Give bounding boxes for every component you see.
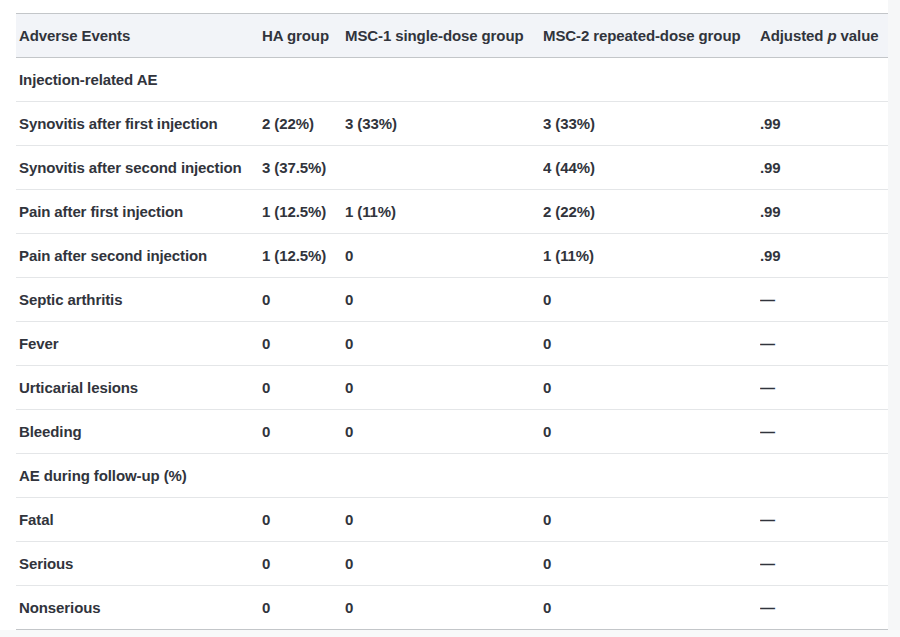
- section-label: Injection-related AE: [16, 58, 888, 102]
- cell-adverse-event: Septic arthritis: [16, 278, 262, 322]
- cell-msc1-group: 0: [345, 278, 543, 322]
- cell-msc2-group: 0: [543, 410, 760, 454]
- cell-msc1-group: 0: [345, 498, 543, 542]
- header-adverse-events: Adverse Events: [16, 14, 262, 58]
- cell-ha-group: 0: [262, 278, 345, 322]
- cell-ha-group: 0: [262, 410, 345, 454]
- right-gutter: [888, 0, 900, 637]
- cell-ha-group: 2 (22%): [262, 102, 345, 146]
- header-adjusted-p-value: Adjusted p value: [760, 14, 888, 58]
- cell-p-value: .99: [760, 146, 888, 190]
- bottom-gutter: [0, 630, 900, 637]
- cell-p-value: —: [760, 586, 888, 630]
- table-row: Serious 0 0 0 —: [16, 542, 888, 586]
- cell-msc2-group: 0: [543, 586, 760, 630]
- adverse-events-table-container: Adverse Events HA group MSC-1 single-dos…: [16, 13, 888, 630]
- cell-ha-group: 1 (12.5%): [262, 234, 345, 278]
- table-row: Urticarial lesions 0 0 0 —: [16, 366, 888, 410]
- cell-msc1-group: 1 (11%): [345, 190, 543, 234]
- cell-ha-group: 0: [262, 366, 345, 410]
- table-row: Synovitis after second injection 3 (37.5…: [16, 146, 888, 190]
- table-row: Nonserious 0 0 0 —: [16, 586, 888, 630]
- cell-adverse-event: Serious: [16, 542, 262, 586]
- adjusted-p-symbol: p: [827, 27, 836, 44]
- table-row: Pain after second injection 1 (12.5%) 0 …: [16, 234, 888, 278]
- header-msc2-group: MSC-2 repeated-dose group: [543, 14, 760, 58]
- cell-msc1-group: 0: [345, 586, 543, 630]
- header-ha-group: HA group: [262, 14, 345, 58]
- cell-p-value: —: [760, 542, 888, 586]
- cell-ha-group: 1 (12.5%): [262, 190, 345, 234]
- cell-ha-group: 3 (37.5%): [262, 146, 345, 190]
- table-row: Fatal 0 0 0 —: [16, 498, 888, 542]
- cell-adverse-event: Synovitis after second injection: [16, 146, 262, 190]
- cell-msc2-group: 4 (44%): [543, 146, 760, 190]
- table-row: Synovitis after first injection 2 (22%) …: [16, 102, 888, 146]
- header-row: Adverse Events HA group MSC-1 single-dos…: [16, 14, 888, 58]
- cell-msc2-group: 1 (11%): [543, 234, 760, 278]
- cell-p-value: .99: [760, 190, 888, 234]
- cell-adverse-event: Urticarial lesions: [16, 366, 262, 410]
- cell-msc1-group: [345, 146, 543, 190]
- table-header: Adverse Events HA group MSC-1 single-dos…: [16, 14, 888, 58]
- table-row: Fever 0 0 0 —: [16, 322, 888, 366]
- cell-msc1-group: 3 (33%): [345, 102, 543, 146]
- cell-adverse-event: Synovitis after first injection: [16, 102, 262, 146]
- cell-p-value: —: [760, 322, 888, 366]
- cell-p-value: —: [760, 366, 888, 410]
- table-row: Bleeding 0 0 0 —: [16, 410, 888, 454]
- header-msc1-group: MSC-1 single-dose group: [345, 14, 543, 58]
- cell-p-value: —: [760, 410, 888, 454]
- cell-msc1-group: 0: [345, 322, 543, 366]
- cell-p-value: .99: [760, 102, 888, 146]
- cell-p-value: —: [760, 498, 888, 542]
- table-body: Injection-related AE Synovitis after fir…: [16, 58, 888, 630]
- cell-msc2-group: 2 (22%): [543, 190, 760, 234]
- cell-msc2-group: 0: [543, 278, 760, 322]
- cell-adverse-event: Fatal: [16, 498, 262, 542]
- cell-ha-group: 0: [262, 498, 345, 542]
- cell-msc2-group: 0: [543, 498, 760, 542]
- adverse-events-table: Adverse Events HA group MSC-1 single-dos…: [16, 13, 888, 630]
- cell-ha-group: 0: [262, 542, 345, 586]
- cell-msc1-group: 0: [345, 366, 543, 410]
- cell-msc1-group: 0: [345, 542, 543, 586]
- adjusted-p-prefix: Adjusted: [760, 27, 823, 44]
- section-row: Injection-related AE: [16, 58, 888, 102]
- section-row: AE during follow-up (%): [16, 454, 888, 498]
- cell-adverse-event: Pain after second injection: [16, 234, 262, 278]
- cell-ha-group: 0: [262, 586, 345, 630]
- table-row: Septic arthritis 0 0 0 —: [16, 278, 888, 322]
- cell-msc2-group: 0: [543, 366, 760, 410]
- cell-msc2-group: 0: [543, 322, 760, 366]
- cell-msc2-group: 3 (33%): [543, 102, 760, 146]
- cell-msc1-group: 0: [345, 234, 543, 278]
- cell-msc2-group: 0: [543, 542, 760, 586]
- cell-adverse-event: Bleeding: [16, 410, 262, 454]
- page: Adverse Events HA group MSC-1 single-dos…: [0, 0, 900, 637]
- table-row: Pain after first injection 1 (12.5%) 1 (…: [16, 190, 888, 234]
- cell-p-value: —: [760, 278, 888, 322]
- cell-adverse-event: Nonserious: [16, 586, 262, 630]
- cell-msc1-group: 0: [345, 410, 543, 454]
- cell-p-value: .99: [760, 234, 888, 278]
- section-label: AE during follow-up (%): [16, 454, 888, 498]
- cell-adverse-event: Pain after first injection: [16, 190, 262, 234]
- cell-ha-group: 0: [262, 322, 345, 366]
- cell-adverse-event: Fever: [16, 322, 262, 366]
- adjusted-p-suffix: value: [841, 27, 879, 44]
